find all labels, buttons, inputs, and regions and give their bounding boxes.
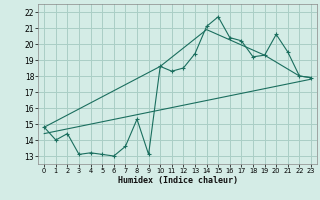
X-axis label: Humidex (Indice chaleur): Humidex (Indice chaleur) — [118, 176, 238, 185]
